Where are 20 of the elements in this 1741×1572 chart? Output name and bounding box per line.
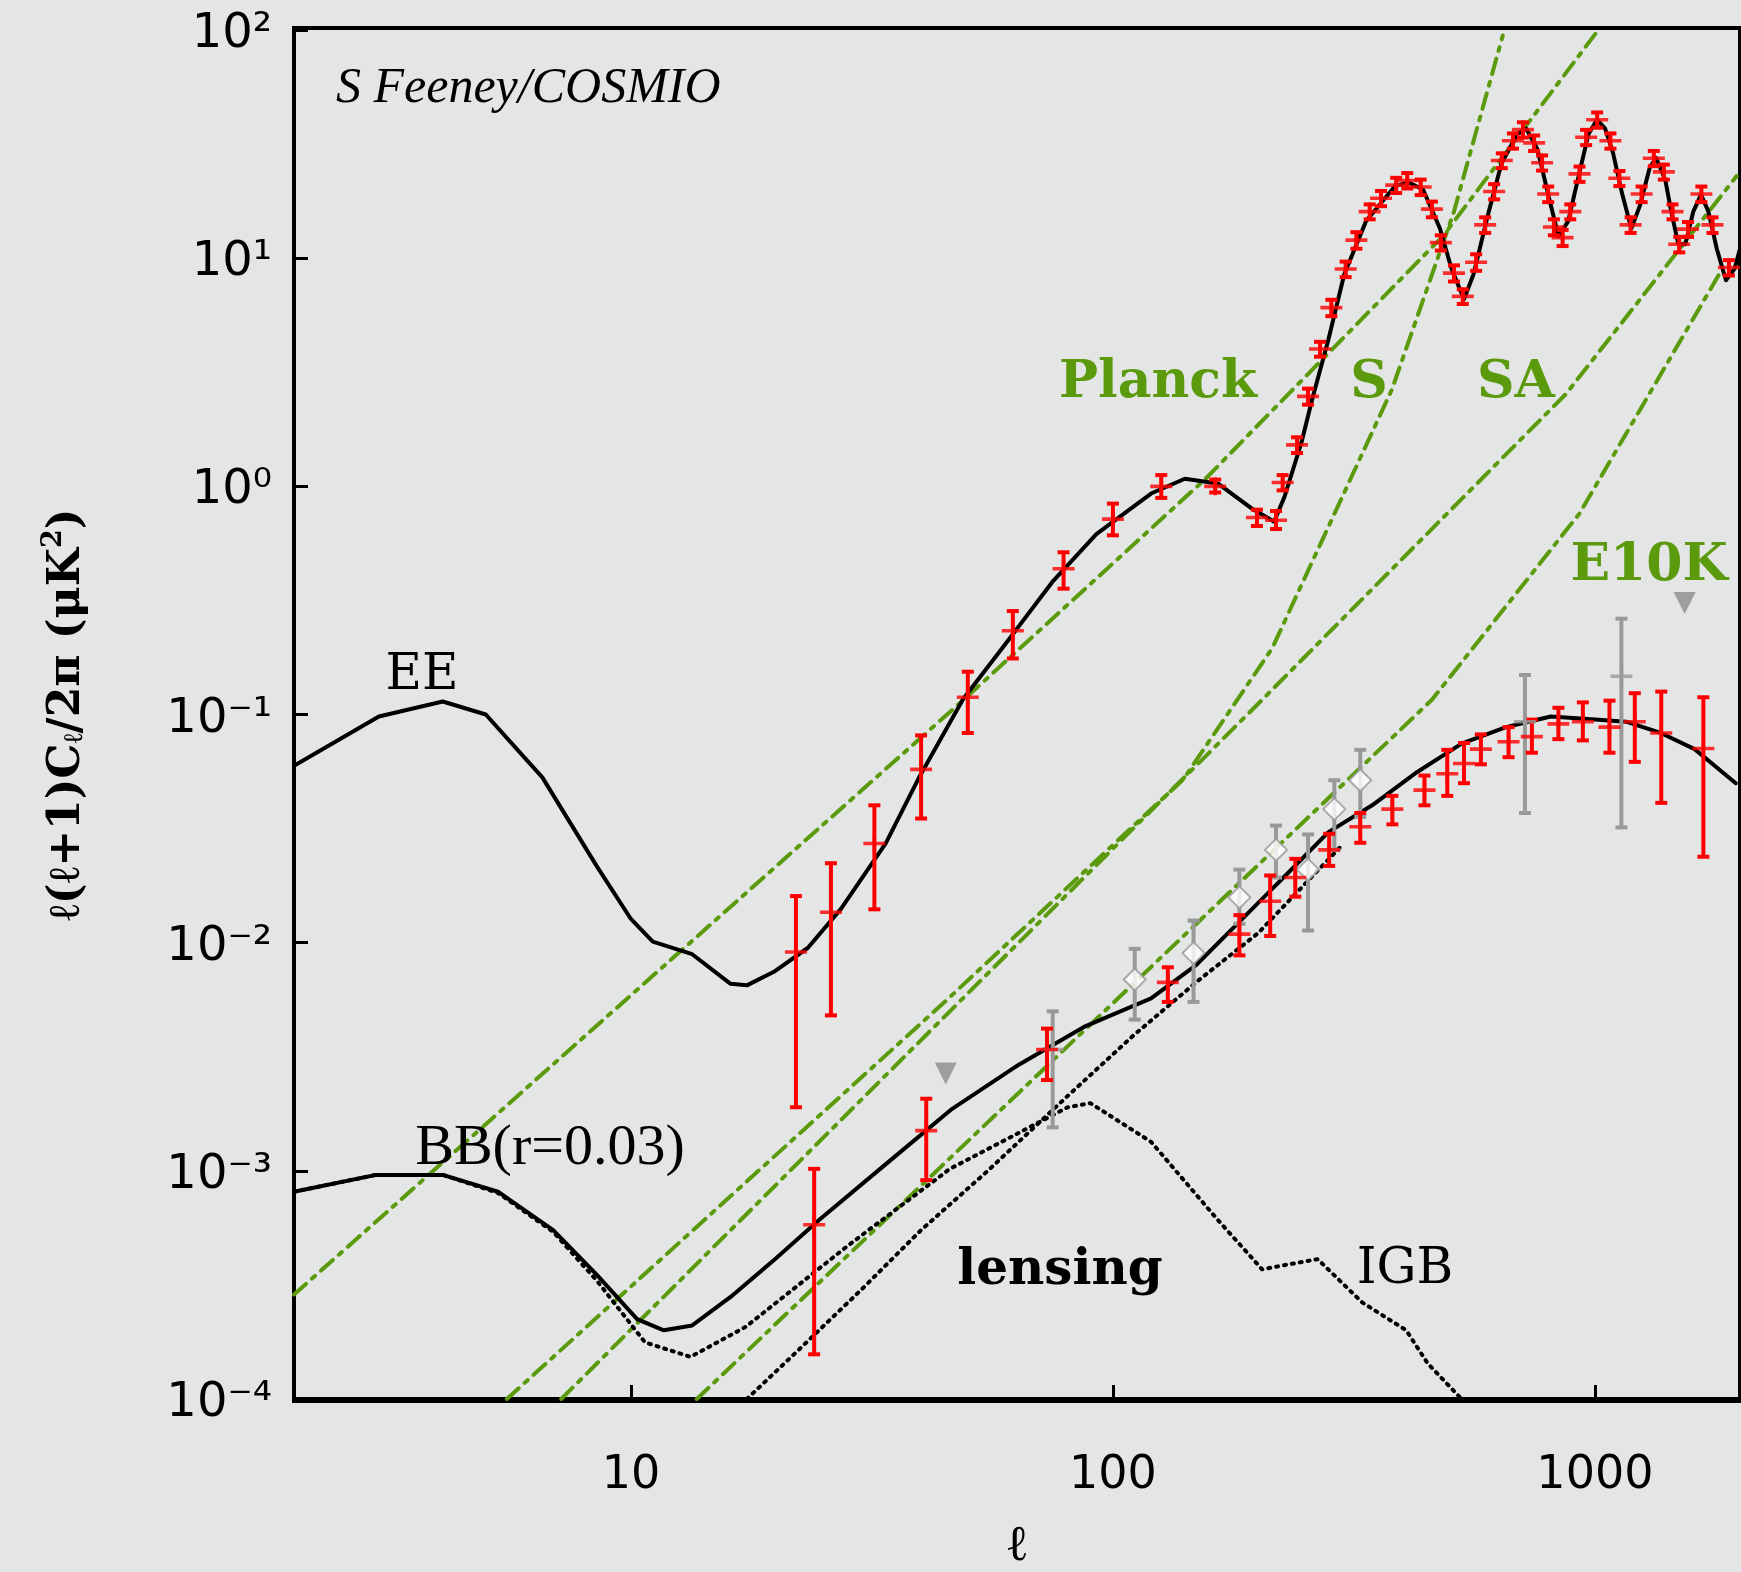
y-tick-label: 10² (191, 2, 272, 58)
annotation: EE (385, 643, 459, 701)
x-tick-label: 1000 (1536, 1445, 1654, 1499)
annotation: S Feeney/COSMIO (336, 57, 721, 113)
y-axis-title: ℓ(ℓ+1)Cℓ/2π (μK2) (36, 508, 89, 921)
y-tick-label: 10⁻² (166, 914, 272, 971)
annotation: E10K (1570, 530, 1730, 592)
annotation: lensing (957, 1236, 1163, 1296)
annotation: SA (1477, 347, 1556, 409)
x-tick-label: 10 (601, 1445, 661, 1499)
y-tick-label: 10⁻⁴ (166, 1371, 272, 1427)
annotation: S (1350, 347, 1388, 409)
y-tick-label: 10⁰ (191, 458, 272, 515)
x-axis-title: ℓ (1007, 1512, 1027, 1572)
annotation: IGB (1356, 1237, 1454, 1295)
y-tick-label: 10⁻³ (166, 1142, 272, 1199)
x-tick-label: 100 (1069, 1445, 1157, 1499)
annotation: Planck (1058, 347, 1258, 409)
y-tick-label: 10⁻¹ (166, 686, 272, 743)
y-tick-label: 10¹ (191, 230, 272, 287)
